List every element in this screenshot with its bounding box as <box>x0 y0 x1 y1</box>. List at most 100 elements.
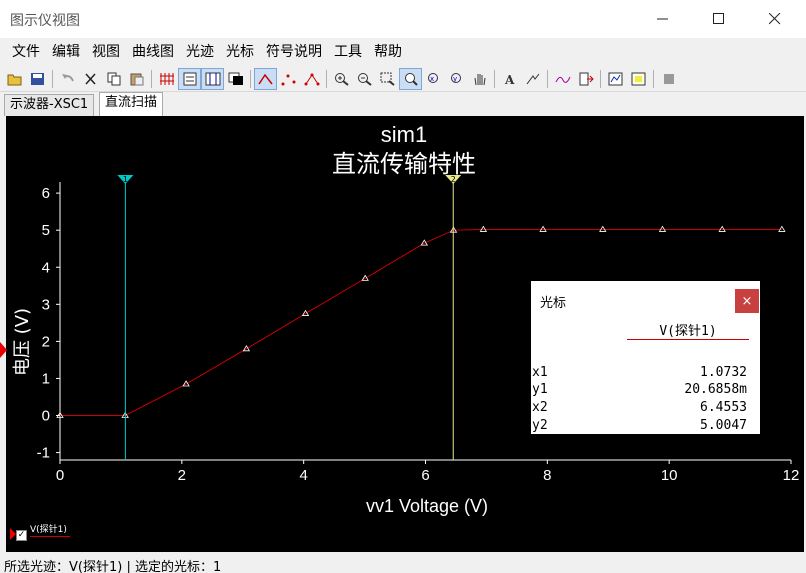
chart-subtitle: 直流传输特性 <box>332 150 476 178</box>
legend-icon[interactable] <box>178 67 201 90</box>
trace-line-points-icon[interactable] <box>300 68 323 90</box>
zoom-fit-icon[interactable] <box>399 67 422 90</box>
cursor-toggle-icon[interactable] <box>201 67 224 90</box>
menu-help[interactable]: 帮助 <box>374 44 402 60</box>
menu-edit[interactable]: 编辑 <box>52 44 80 60</box>
tab-dc-sweep[interactable]: 直流扫描 <box>99 92 164 116</box>
x-tick-label: 10 <box>661 467 678 484</box>
selected-trace-marker <box>0 342 7 358</box>
trace-points-icon[interactable] <box>277 68 300 90</box>
zoom-out-icon[interactable] <box>353 68 376 90</box>
cursor-panel-column-header: V(探针1) <box>659 324 717 339</box>
chart-title: sim1 <box>381 122 427 147</box>
svg-text:y: y <box>453 75 457 83</box>
cursor-row-key: y1 <box>532 382 548 397</box>
stop-icon[interactable] <box>657 68 680 90</box>
close-icon[interactable]: × <box>735 289 759 313</box>
probe-tool-icon[interactable] <box>521 68 544 90</box>
cursor-row-value: 1.0732 <box>700 365 747 380</box>
data-point <box>539 225 547 232</box>
zoom-area-icon[interactable] <box>376 68 399 90</box>
cursor-row-key: x1 <box>532 365 548 380</box>
trace-line-icon[interactable] <box>254 67 277 90</box>
series-layer <box>56 225 786 418</box>
open-icon[interactable] <box>3 68 26 90</box>
menu-trace[interactable]: 光迹 <box>186 44 214 60</box>
menu-legend[interactable]: 符号说明 <box>266 44 322 60</box>
export-icon[interactable] <box>574 68 597 90</box>
paste-icon[interactable] <box>125 68 148 90</box>
x-tick-label: 0 <box>56 467 64 484</box>
zoom-y-icon[interactable]: y <box>445 68 468 90</box>
close-icon[interactable] <box>752 4 798 34</box>
window-title: 图示仪视图 <box>10 13 80 29</box>
x-tick-label: 6 <box>421 467 429 484</box>
text-tool-icon[interactable]: A <box>498 68 521 90</box>
cursor-2-handle[interactable] <box>445 175 462 184</box>
pan-hand-icon[interactable] <box>468 68 491 90</box>
status-bar: 所选光迹：V(探针1) | 选定的光标：1 <box>0 556 806 573</box>
data-point <box>301 309 310 316</box>
legend-line <box>30 536 70 537</box>
legend: ✓ V(探针1) <box>10 522 80 544</box>
data-point <box>56 411 64 418</box>
cursor-row-key: x2 <box>532 400 548 415</box>
maximize-icon[interactable] <box>696 4 742 34</box>
data-point <box>479 225 488 232</box>
trace-edit-icon[interactable] <box>551 68 574 90</box>
page-properties-icon[interactable] <box>627 68 650 90</box>
grid-icon[interactable] <box>155 68 178 90</box>
minimize-icon[interactable] <box>640 4 686 34</box>
menu-graph[interactable]: 曲线图 <box>132 44 174 60</box>
save-icon[interactable] <box>26 68 49 90</box>
data-point <box>182 380 190 387</box>
chart-properties-icon[interactable] <box>604 68 627 90</box>
zoom-x-icon[interactable]: x <box>422 68 445 90</box>
title-bar: 图示仪视图 <box>0 0 806 38</box>
menu-tools[interactable]: 工具 <box>334 44 362 60</box>
cursor-row-value: 6.4553 <box>700 400 747 415</box>
y-axis-label: 电压 (V) <box>12 308 33 376</box>
toolbar-separator <box>250 69 251 88</box>
legend-checkbox[interactable]: ✓ <box>16 530 27 541</box>
undo-icon[interactable] <box>56 68 79 90</box>
tab-oscilloscope[interactable]: 示波器-XSC1 <box>4 94 95 116</box>
cursor-1-handle[interactable] <box>117 175 134 184</box>
y-tick-label: 1 <box>42 370 50 387</box>
menu-view[interactable]: 视图 <box>92 44 120 60</box>
cursor-panel-title: 光标 <box>540 296 567 311</box>
data-point <box>599 225 607 232</box>
zoom-in-icon[interactable] <box>330 68 353 90</box>
svg-text:x: x <box>430 75 434 83</box>
series-line[interactable] <box>60 228 782 417</box>
y-tick-label: 2 <box>42 333 50 350</box>
y-tick-label: -1 <box>37 445 50 462</box>
x-tick-label: 12 <box>783 467 800 484</box>
toolbar-separator <box>653 69 654 88</box>
chart-svg[interactable]: sim1 直流传输特性 vv1 Voltage (V) 电压 (V) 0 2 4 6 8… <box>6 116 804 552</box>
tab-strip: 示波器-XSC1 直流扫描 <box>0 92 806 116</box>
menu-bar: 文件 编辑 视图 曲线图 光迹 光标 符号说明 工具 帮助 <box>0 38 806 66</box>
toolbar-separator <box>547 69 548 88</box>
data-point <box>361 274 369 281</box>
menu-cursor[interactable]: 光标 <box>226 44 254 60</box>
toolbar-separator <box>151 69 152 88</box>
cut-icon[interactable] <box>79 68 102 90</box>
x-tick-label: 8 <box>543 467 551 484</box>
toolbar: x y A <box>0 66 806 92</box>
cursor-row: y2 5.0047 <box>531 418 749 436</box>
toolbar-separator <box>600 69 601 88</box>
dark-background-icon[interactable] <box>224 68 247 90</box>
cursor-row-value: 5.0047 <box>700 418 747 433</box>
copy-icon[interactable] <box>102 68 125 90</box>
toolbar-separator <box>52 69 53 88</box>
y-tick-label: 0 <box>42 408 50 425</box>
cursor-row: y1 20.6858m <box>531 382 749 400</box>
data-point <box>658 225 667 232</box>
x-tick-label: 2 <box>178 467 186 484</box>
y-tick-label: 6 <box>42 185 50 202</box>
cursor-row-value: 20.6858m <box>684 382 747 397</box>
menu-file[interactable]: 文件 <box>12 44 40 60</box>
